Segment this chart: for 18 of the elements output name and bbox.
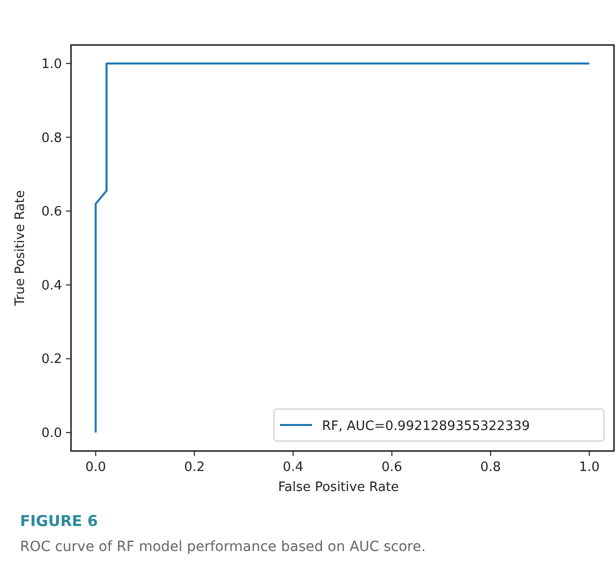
y-tick-label: 0.0 xyxy=(41,426,62,442)
y-tick-label: 0.6 xyxy=(41,204,62,220)
x-axis-title: False Positive Rate xyxy=(278,480,399,495)
caption: FIGURE 6 xyxy=(20,512,98,530)
y-axis-title: True Positive Rate xyxy=(13,190,28,307)
legend-label: RF, AUC=0.9921289355322339 xyxy=(322,419,530,434)
y-tick-label: 0.4 xyxy=(41,278,62,294)
x-tick-label: 0.4 xyxy=(282,460,304,475)
x-tick-label: 0.8 xyxy=(480,460,501,475)
x-tick-label: 0.6 xyxy=(382,460,402,475)
x-tick-label: 0.2 xyxy=(184,460,205,475)
x-tick-label: 1.0 xyxy=(578,460,600,475)
line-series xyxy=(94,62,590,434)
text: ROC curve of RF model performance based on AUC score. xyxy=(20,539,426,555)
y-tick-label: 0.2 xyxy=(41,352,62,368)
x-tick-label: 0.0 xyxy=(85,460,106,475)
y-tick-label: 0.8 xyxy=(41,130,62,146)
y-tick-label: 1.0 xyxy=(41,56,62,72)
